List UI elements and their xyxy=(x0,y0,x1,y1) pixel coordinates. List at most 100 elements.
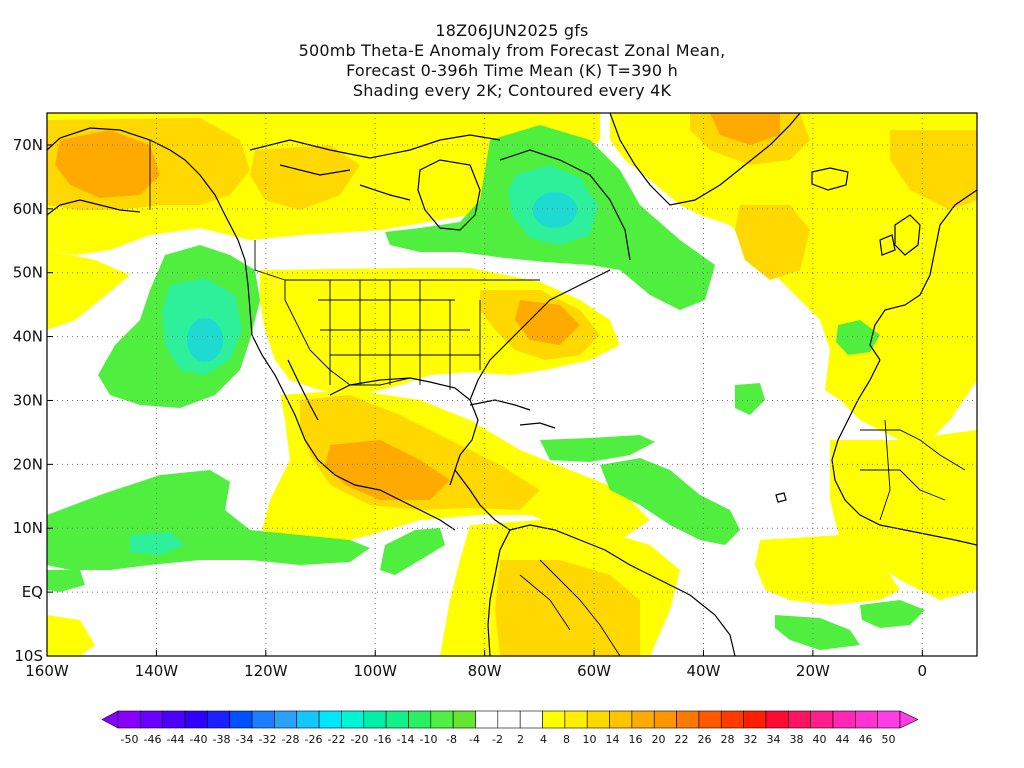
lat-label: 70N xyxy=(13,136,43,154)
colorbar-label: -22 xyxy=(328,733,346,746)
colorbar-label: -32 xyxy=(259,733,277,746)
title-shading: Shading every 2K; Contoured every 4K xyxy=(352,81,672,100)
colorbar-label: -44 xyxy=(167,733,185,746)
colorbar-swatch xyxy=(452,710,476,729)
lat-label: 30N xyxy=(13,391,43,409)
colorbar-label: -20 xyxy=(351,733,369,746)
lon-label: 20W xyxy=(796,662,830,680)
lon-label: 140W xyxy=(135,662,179,680)
colorbar-swatch xyxy=(542,710,566,729)
shading-orange xyxy=(55,113,780,500)
colorbar-swatch xyxy=(765,710,789,729)
colorbar-swatch xyxy=(229,710,253,729)
colorbar-swatch xyxy=(162,710,186,729)
lat-label: EQ xyxy=(22,583,43,601)
colorbar-label: 16 xyxy=(629,733,643,746)
colorbar-swatch xyxy=(832,710,856,729)
colorbar-label: 34 xyxy=(767,733,781,746)
coastlines xyxy=(47,113,977,656)
colorbar-label: 20 xyxy=(652,733,666,746)
colorbar-arrow-right xyxy=(899,710,919,729)
colorbar-label: 44 xyxy=(836,733,850,746)
lat-label: 40N xyxy=(13,328,43,346)
colorbar-label: -4 xyxy=(469,733,480,746)
colorbar-label: -50 xyxy=(121,733,139,746)
colorbar-label: 28 xyxy=(721,733,735,746)
colorbar-swatch xyxy=(855,710,878,729)
title-date: 18Z06JUN2025 gfs xyxy=(435,21,589,40)
colorbar-swatch xyxy=(877,710,901,729)
colorbar-label: -8 xyxy=(446,733,457,746)
colorbar-swatch xyxy=(251,710,275,729)
colorbar-swatch xyxy=(475,710,499,729)
lon-label: 80W xyxy=(468,662,502,680)
colorbar-swatch xyxy=(318,710,342,729)
lat-label: 20N xyxy=(13,455,43,473)
lon-label: 120W xyxy=(244,662,288,680)
colorbar-label: 32 xyxy=(744,733,758,746)
lat-label: 50N xyxy=(13,264,43,282)
colorbar-label: 40 xyxy=(813,733,827,746)
colorbar-label: -26 xyxy=(305,733,323,746)
colorbar-arrow-left xyxy=(101,710,119,729)
colorbar-swatch xyxy=(787,710,811,729)
political-borders xyxy=(149,140,966,656)
colorbar-swatch xyxy=(653,710,677,729)
colorbar-label: -46 xyxy=(144,733,162,746)
colorbar-swatch xyxy=(564,710,588,729)
lon-label: 0 xyxy=(918,662,928,680)
map-frame xyxy=(46,112,978,657)
colorbar-swatch xyxy=(676,710,700,729)
colorbar-label: 2 xyxy=(517,733,524,746)
colorbar-label: 8 xyxy=(563,733,570,746)
colorbar-label: 4 xyxy=(540,733,547,746)
colorbar-swatch xyxy=(363,710,387,729)
lon-label: 40W xyxy=(687,662,721,680)
colorbar-swatch xyxy=(274,710,298,729)
colorbar-swatch xyxy=(609,710,633,729)
colorbar-label: -34 xyxy=(236,733,254,746)
gridlines xyxy=(47,113,977,656)
shading-cyan xyxy=(187,192,577,362)
colorbar-swatch xyxy=(698,710,722,729)
colorbar-swatch xyxy=(341,710,365,729)
lat-label: 10S xyxy=(14,647,43,665)
colorbar-swatch xyxy=(117,710,141,729)
lon-label: 160W xyxy=(25,662,69,680)
colorbar-swatch xyxy=(296,710,320,729)
colorbar: -50 -46 -44 -40 -38 -34 -32 -28 -26 -22 -20 -16 -14-… xyxy=(101,710,919,746)
colorbar-label: -16 xyxy=(374,733,392,746)
colorbar-swatch xyxy=(385,710,409,729)
colorbar-swatch xyxy=(497,710,521,729)
colorbar-label: 46 xyxy=(859,733,873,746)
title-block: 18Z06JUN2025 gfs 500mb Theta-E Anomaly f… xyxy=(0,21,1024,101)
colorbar-label: 22 xyxy=(675,733,689,746)
colorbar-swatch xyxy=(519,710,543,729)
colorbar-swatch xyxy=(207,710,231,729)
colorbar-swatch xyxy=(408,710,432,729)
colorbar-label: -2 xyxy=(492,733,503,746)
map-shading xyxy=(47,113,977,656)
colorbar-label: -40 xyxy=(190,733,208,746)
colorbar-label: 14 xyxy=(606,733,620,746)
colorbar-swatch xyxy=(430,710,454,729)
lat-label: 10N xyxy=(13,519,43,537)
lat-label: 60N xyxy=(13,200,43,218)
colorbar-swatch xyxy=(810,710,834,729)
colorbar-label: 50 xyxy=(882,733,896,746)
lon-label: 100W xyxy=(354,662,398,680)
colorbar-label: -28 xyxy=(282,733,300,746)
colorbar-label: -38 xyxy=(213,733,231,746)
colorbar-swatch xyxy=(140,710,163,729)
colorbar-swatch xyxy=(743,710,767,729)
lon-label: 60W xyxy=(577,662,611,680)
colorbar-swatch xyxy=(586,710,610,729)
colorbar-label: 26 xyxy=(698,733,712,746)
colorbar-label: -14 xyxy=(397,733,415,746)
title-forecast: Forecast 0-396h Time Mean (K) T=390 h xyxy=(346,61,678,80)
title-variable: 500mb Theta-E Anomaly from Forecast Zona… xyxy=(298,41,726,60)
colorbar-label: 10 xyxy=(583,733,597,746)
colorbar-label: 38 xyxy=(790,733,804,746)
